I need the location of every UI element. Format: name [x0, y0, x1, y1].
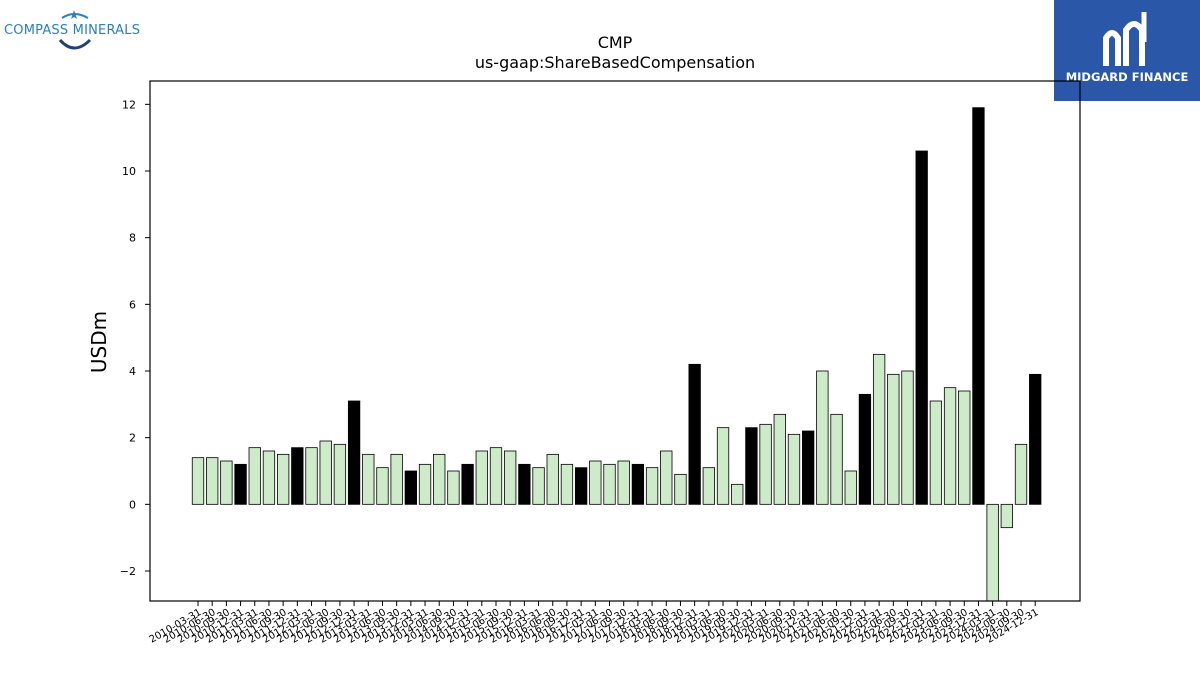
- bar-2016-03-31: [532, 467, 545, 505]
- bar-2010-03-31: [191, 457, 205, 505]
- bar-2023-03-31: [929, 400, 943, 505]
- bar-2020-12-31: [802, 430, 815, 505]
- y-tick-label: 8: [129, 232, 136, 245]
- bar-2013-09-30: [390, 453, 403, 505]
- bar-2014-03-31: [418, 463, 432, 505]
- bar-2019-09-30: [731, 483, 744, 505]
- bar-2010-06-30: [206, 457, 219, 505]
- y-tick-label: 0: [129, 498, 136, 511]
- bar-2023-12-31: [972, 107, 985, 505]
- bar-2016-09-30: [560, 463, 574, 505]
- bar-2011-06-30: [262, 450, 276, 505]
- bar-2018-03-31: [645, 467, 659, 505]
- bar-2012-06-30: [319, 440, 332, 505]
- bar-2011-12-31: [291, 447, 304, 505]
- bar-2013-12-31: [404, 470, 418, 505]
- bar-2020-09-30: [787, 433, 801, 505]
- bar-2019-06-30: [716, 427, 730, 505]
- bar-2024-03-31: [986, 503, 999, 601]
- bar-2014-12-31: [461, 463, 474, 505]
- y-tick-label: 2: [129, 432, 136, 445]
- bar-2013-03-31: [362, 453, 375, 505]
- bar-2018-06-30: [660, 450, 673, 505]
- bar-series: [191, 107, 1042, 601]
- bar-2015-12-31: [518, 463, 531, 505]
- midgard-finance-logo: MIDGARD FINANCE: [1054, 0, 1200, 101]
- y-tick-label: 6: [129, 298, 136, 311]
- bar-2021-06-30: [830, 413, 843, 505]
- y-tick-label: 10: [122, 165, 136, 178]
- bar-2017-06-30: [603, 463, 616, 505]
- bar-2015-09-30: [504, 450, 517, 505]
- bar-2015-03-31: [475, 450, 488, 505]
- y-axis-label: USDm: [87, 311, 111, 373]
- bar-2014-09-30: [447, 470, 460, 505]
- bar-2011-03-31: [248, 447, 261, 505]
- y-tick-label: 4: [129, 365, 136, 378]
- y-tick-label: −2: [120, 565, 136, 578]
- midgard-m-icon: [1103, 12, 1147, 66]
- bar-2018-09-30: [674, 473, 687, 505]
- bar-2012-12-31: [347, 400, 361, 505]
- left-logo-text: COMPASS MINERALS: [4, 23, 141, 38]
- bar-2024-12-31: [1029, 373, 1042, 505]
- bar-2016-06-30: [546, 453, 559, 505]
- bar-2017-12-31: [631, 463, 645, 505]
- bar-2012-09-30: [333, 443, 347, 505]
- bar-2011-09-30: [276, 453, 290, 505]
- bar-2021-09-30: [844, 470, 857, 505]
- bar-2024-06-30: [1000, 503, 1013, 529]
- bar-2017-03-31: [589, 460, 602, 505]
- bar-2016-12-31: [574, 467, 588, 505]
- bar-2018-12-31: [688, 363, 701, 505]
- bar-2012-03-31: [305, 447, 318, 505]
- bar-2013-06-30: [376, 467, 389, 505]
- right-logo-text: MIDGARD FINANCE: [1065, 70, 1189, 84]
- bar-2019-03-31: [702, 467, 715, 505]
- chart-title: CMP: [598, 33, 633, 52]
- plot-frame: [149, 80, 1081, 602]
- bar-2019-12-31: [745, 427, 758, 505]
- y-axis: −2 0 2 4 6 8 10 12: [120, 98, 150, 578]
- bar-2022-12-31: [915, 150, 928, 505]
- x-axis: 2010-03-312010-06-302010-09-302010-12-31…: [148, 601, 1041, 646]
- bar-2021-03-31: [816, 370, 829, 505]
- bar-2022-09-30: [901, 370, 914, 505]
- chart-subtitle: us-gaap:ShareBasedCompensation: [475, 53, 755, 72]
- bar-2021-12-31: [858, 393, 872, 505]
- y-tick-label: 12: [122, 98, 136, 111]
- bar-2022-06-30: [887, 373, 900, 505]
- bar-2010-12-31: [234, 463, 247, 505]
- bar-2015-06-30: [489, 447, 503, 505]
- bar-2022-03-31: [872, 353, 886, 505]
- compass-star-icon: [58, 10, 92, 50]
- bar-2010-09-30: [220, 460, 233, 505]
- bar-2023-06-30: [943, 387, 957, 505]
- bar-2020-06-30: [773, 413, 786, 505]
- compass-minerals-logo: COMPASS MINERALS: [4, 6, 154, 54]
- bar-2023-09-30: [958, 390, 971, 505]
- bar-2020-03-31: [759, 423, 772, 505]
- bar-2017-09-30: [617, 460, 630, 505]
- bar-2014-06-30: [433, 453, 446, 505]
- bar-2024-09-30: [1014, 443, 1028, 505]
